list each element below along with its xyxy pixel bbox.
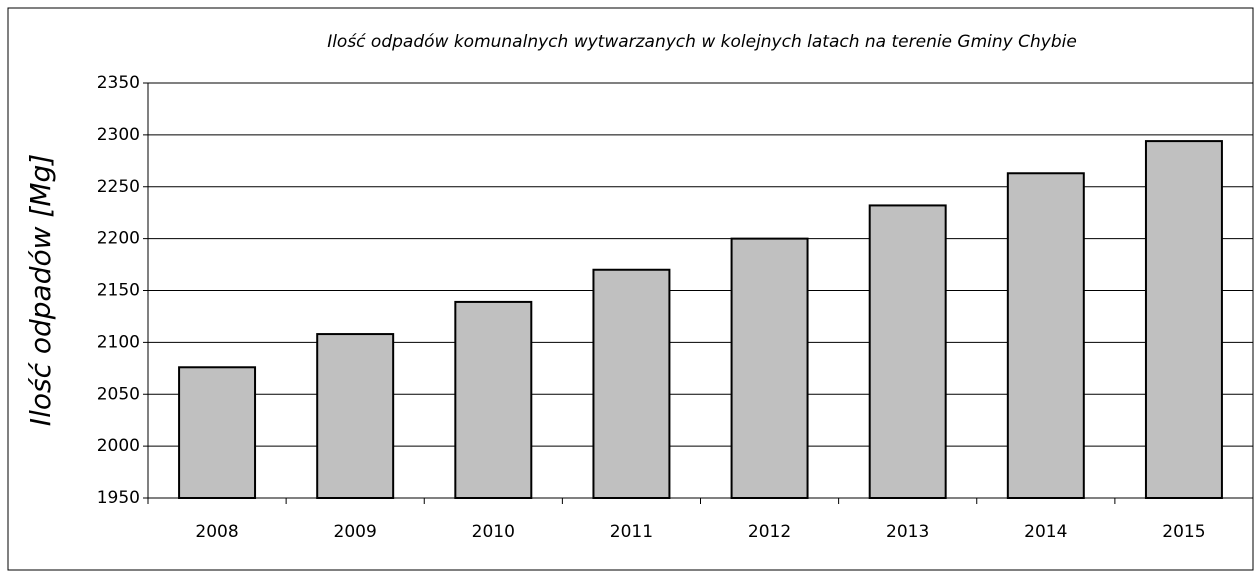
x-tick-label: 2014 bbox=[1024, 522, 1067, 542]
x-tick-label: 2011 bbox=[610, 522, 653, 542]
y-tick-label: 2250 bbox=[97, 177, 140, 197]
x-tick-label: 2010 bbox=[472, 522, 515, 542]
y-tick-label: 2300 bbox=[97, 125, 140, 145]
y-tick-label: 2000 bbox=[97, 436, 140, 456]
bar bbox=[868, 204, 947, 500]
bar bbox=[592, 268, 671, 499]
y-axis-label: Ilość odpadów [Mg] bbox=[24, 154, 57, 426]
x-tick-label: 2013 bbox=[886, 522, 929, 542]
bar bbox=[1006, 172, 1085, 499]
y-tick-label: 2050 bbox=[97, 384, 140, 404]
y-tick-label: 2350 bbox=[97, 73, 140, 93]
y-tick-label: 2150 bbox=[97, 281, 140, 301]
x-tick-label: 2009 bbox=[334, 522, 377, 542]
x-tick-label: 2012 bbox=[748, 522, 791, 542]
bar bbox=[454, 300, 533, 499]
y-tick-label: 2100 bbox=[97, 332, 140, 352]
chart-title: Ilość odpadów komunalnych wytwarzanych w… bbox=[327, 32, 1077, 52]
y-tick-label: 2200 bbox=[97, 229, 140, 249]
bar bbox=[730, 237, 809, 499]
y-tick-label: 1950 bbox=[97, 488, 140, 508]
x-tick-label: 2015 bbox=[1162, 522, 1205, 542]
bar bbox=[316, 333, 395, 500]
bar bbox=[178, 366, 257, 499]
x-tick-label: 2008 bbox=[195, 522, 238, 542]
bar bbox=[1144, 140, 1223, 499]
